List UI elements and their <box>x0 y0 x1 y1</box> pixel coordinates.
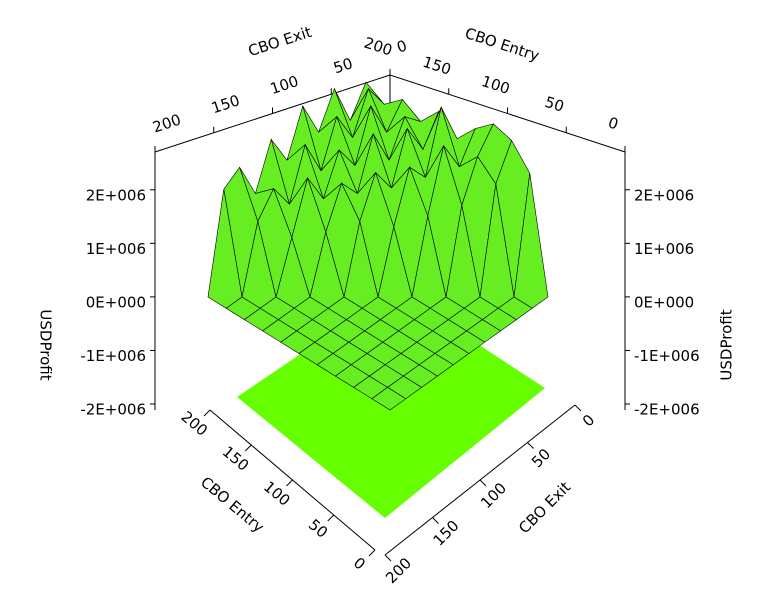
x-axis-label: CBO Entry <box>463 24 542 65</box>
y-tick <box>479 479 487 487</box>
z-tick-label: 0E+000 <box>634 293 694 311</box>
x-tick-label: 150 <box>421 53 454 79</box>
x-tick-label: 50 <box>305 516 331 542</box>
surface-cell <box>371 387 407 411</box>
y-tick-label: 100 <box>268 72 301 98</box>
x-tick-label: 100 <box>260 478 294 510</box>
y-tick-label: 200 <box>382 554 415 587</box>
z-tick-label: -1E+006 <box>634 347 700 365</box>
z-tick-label: 1E+006 <box>86 240 146 258</box>
x-tick-label: 0 <box>350 554 369 574</box>
y-tick <box>384 554 392 562</box>
y-tick <box>574 404 582 412</box>
x-tick-label: 200 <box>362 34 395 60</box>
y-axis-label: CBO Exit <box>515 478 574 537</box>
y-tick <box>527 442 534 449</box>
z-tick-label: -2E+006 <box>80 401 146 419</box>
x-tick <box>286 479 293 487</box>
y-tick-label: 150 <box>209 91 242 117</box>
x-tick <box>368 549 376 557</box>
y-tick-label: 50 <box>528 445 554 471</box>
y-tick-label: 50 <box>331 54 355 77</box>
y-tick-label: 100 <box>477 479 510 512</box>
z-tick-label: 1E+006 <box>634 240 694 258</box>
y-tick-label: 150 <box>430 517 463 550</box>
y-tick <box>432 517 439 524</box>
x-tick-label: 50 <box>543 93 567 116</box>
z-axis-label: USDProfit <box>37 309 55 380</box>
x-tick-label: 100 <box>479 72 512 98</box>
z-tick-label: 2E+006 <box>86 186 146 204</box>
x-tick-label: 150 <box>219 443 253 475</box>
x-axis-label: CBO Entry <box>197 473 268 536</box>
x-tick-label: 0 <box>606 113 621 133</box>
y-tick-label: 0 <box>579 411 598 430</box>
z-axis-label: USDProfit <box>718 309 736 380</box>
y-tick-label: 0 <box>395 36 410 56</box>
y-axis-label: CBO Exit <box>246 23 314 60</box>
x-tick <box>327 514 335 522</box>
y-tick-label: 200 <box>150 111 183 137</box>
x-tick-label: 200 <box>178 408 212 440</box>
z-tick-label: 2E+006 <box>634 186 694 204</box>
z-tick-label: 0E+000 <box>86 293 146 311</box>
x-tick <box>244 444 252 452</box>
z-tick-label: -2E+006 <box>634 401 700 419</box>
x-tick <box>203 409 211 417</box>
z-tick-label: -1E+006 <box>80 347 146 365</box>
